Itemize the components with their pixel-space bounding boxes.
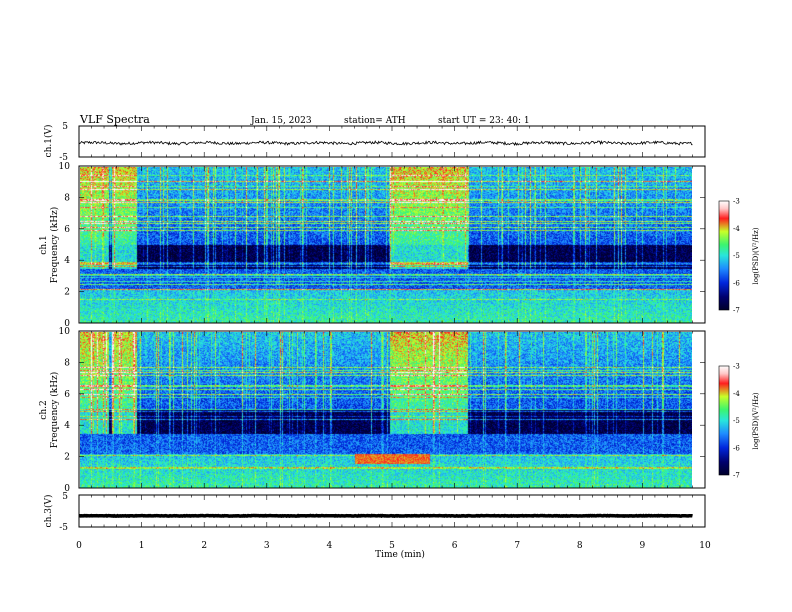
figure-title: VLF Spectra bbox=[79, 113, 150, 126]
x-tick-label: 10 bbox=[699, 541, 711, 551]
x-tick-label: 8 bbox=[577, 541, 583, 551]
spectrogram-ytick-label: 8 bbox=[64, 358, 70, 368]
ch2-spectrogram-image bbox=[80, 332, 692, 488]
x-tick-label: 9 bbox=[640, 541, 646, 551]
time-axis-label: Time (min) bbox=[375, 549, 425, 560]
ch3-waveform-panel: 5 -5 ch.3(V) bbox=[43, 492, 706, 533]
ch2-spectrogram-ylabel-line1: ch.2 bbox=[39, 400, 49, 419]
ch1-spectrogram-image bbox=[80, 167, 692, 323]
date-label: Jan. 15, 2023 bbox=[250, 116, 312, 126]
x-tick-label: 1 bbox=[139, 541, 145, 551]
spectrogram-ytick-label: 2 bbox=[64, 453, 70, 463]
colorbar-tick-label: -6 bbox=[733, 279, 740, 287]
spectrogram-ytick-label: 10 bbox=[59, 162, 71, 172]
ch2-colorbar-label: log(PSD)(V²/Hz) bbox=[752, 392, 760, 449]
ch1-waveform-frame bbox=[78, 125, 706, 158]
colorbar-tick-label: -4 bbox=[733, 225, 740, 233]
ch2-colorbar-gradient bbox=[718, 365, 730, 476]
ch1-spectrogram-ylabel-line2: Frequency (kHz) bbox=[49, 207, 60, 284]
spectrogram-ytick-label: 0 bbox=[64, 319, 70, 329]
ch2-spectrogram-panel: 10 8 6 4 2 0 ch.2 Frequency (kHz) bbox=[39, 327, 706, 494]
ch1-waveform-trace bbox=[78, 139, 693, 146]
x-tick-label: 6 bbox=[452, 541, 458, 551]
ch2-colorbar: -3 -4 -5 -6 -7 log(PSD)(V²/Hz) bbox=[718, 363, 760, 480]
colorbar-tick-label: -3 bbox=[733, 363, 740, 371]
x-tick-label: 5 bbox=[389, 541, 395, 551]
spectrogram-ytick-label: 0 bbox=[64, 484, 70, 494]
ch3-ytick-top: 5 bbox=[62, 492, 68, 502]
colorbar-tick-label: -5 bbox=[733, 252, 740, 260]
spectrogram-ytick-label: 6 bbox=[64, 225, 70, 235]
ch1-waveform-ylabel: ch.1(V) bbox=[43, 125, 54, 158]
ch1-spectrogram-ylabel-line1: ch.1 bbox=[39, 235, 49, 254]
colorbar-tick-label: -6 bbox=[733, 444, 740, 452]
ch1-colorbar: -3 -4 -5 -6 -7 log(PSD)(V²/Hz) bbox=[718, 198, 760, 315]
ch2-spectrogram-ylabel-line2: Frequency (kHz) bbox=[49, 372, 60, 449]
ch1-waveform-panel: 5 -5 ch.1(V) bbox=[43, 122, 706, 163]
spectrogram-ytick-label: 6 bbox=[64, 390, 70, 400]
x-tick-label: 2 bbox=[201, 541, 207, 551]
ch3-waveform-frame bbox=[78, 494, 706, 528]
ch1-spectrogram-panel: 10 8 6 4 2 0 ch.1 Frequency (kHz) bbox=[39, 162, 706, 329]
spectrogram-ytick-label: 4 bbox=[64, 421, 70, 431]
ch3-ytick-bottom: -5 bbox=[59, 523, 68, 533]
ch1-ytick-top: 5 bbox=[62, 122, 68, 132]
colorbar-tick-label: -4 bbox=[733, 390, 740, 398]
ch1-ytick-bottom: -5 bbox=[59, 153, 68, 163]
colorbar-tick-label: -3 bbox=[733, 198, 740, 206]
spectrogram-ytick-label: 2 bbox=[64, 288, 70, 298]
ch1-colorbar-label: log(PSD)(V²/Hz) bbox=[752, 227, 760, 284]
start-time-label: start UT = 23: 40: 1 bbox=[438, 116, 530, 126]
ch3-waveform-trace bbox=[79, 513, 693, 518]
station-label: station= ATH bbox=[344, 116, 406, 126]
spectrogram-ytick-label: 4 bbox=[64, 256, 70, 266]
colorbar-tick-label: -7 bbox=[733, 307, 740, 315]
x-tick-label: 0 bbox=[76, 541, 82, 551]
x-tick-label: 3 bbox=[264, 541, 270, 551]
spectrogram-ytick-label: 10 bbox=[59, 327, 71, 337]
ch3-waveform-ylabel: ch.3(V) bbox=[43, 495, 54, 528]
x-tick-label: 4 bbox=[327, 541, 333, 551]
colorbar-tick-label: -7 bbox=[733, 472, 740, 480]
colorbar-tick-label: -5 bbox=[733, 417, 740, 425]
spectrogram-ytick-label: 8 bbox=[64, 193, 70, 203]
ch1-colorbar-gradient bbox=[718, 200, 730, 311]
x-tick-label: 7 bbox=[514, 541, 520, 551]
